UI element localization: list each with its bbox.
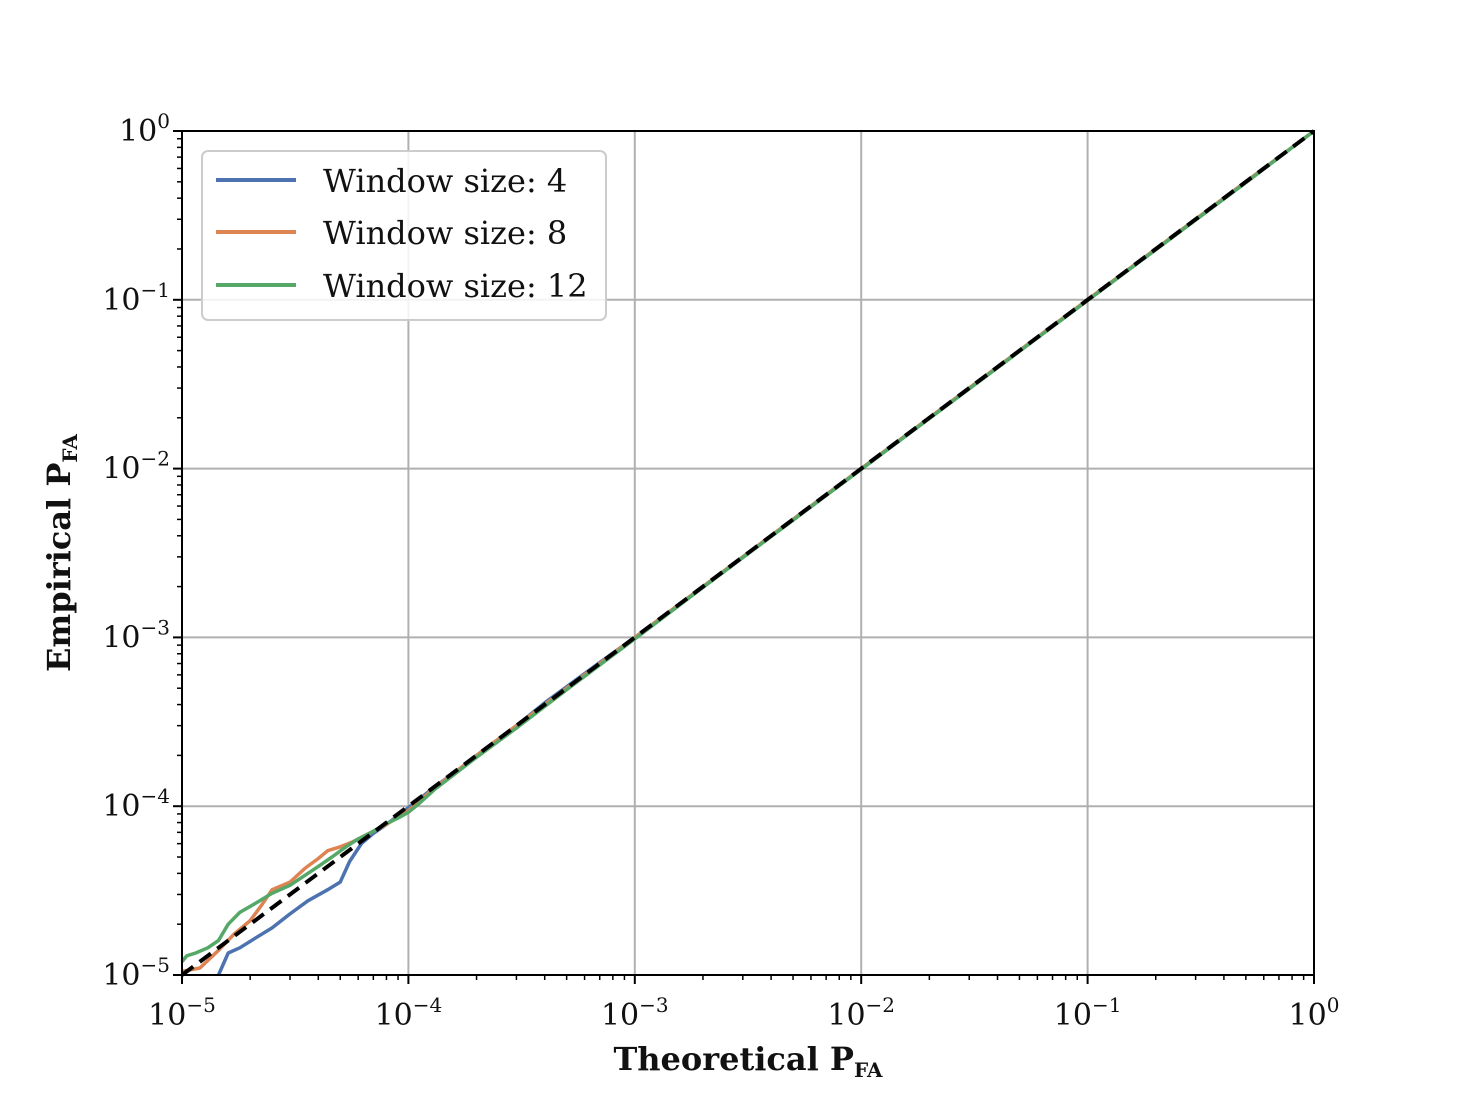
plot-frame (181, 130, 1315, 976)
y-axis-label-main: Empirical P (40, 463, 78, 672)
y-tick-label: 10−5 (102, 953, 170, 993)
y-axis-label: Empirical PFA (40, 434, 82, 672)
x-tick-label: 10−5 (148, 993, 216, 1033)
x-axis-label: Theoretical PFA (613, 1040, 883, 1082)
x-tick-label: 10−3 (601, 993, 669, 1033)
y-tick-labels: 10−5 10−4 10−3 10−2 10−1 100 (102, 109, 170, 993)
x-tick-label: 10−2 (827, 993, 895, 1033)
y-tick-label: 10−3 (102, 615, 170, 655)
major-ticks (173, 130, 1315, 984)
legend: Window size: 4 Window size: 8 Window siz… (201, 150, 607, 321)
x-axis-label-main: Theoretical P (613, 1040, 854, 1078)
grid (181, 130, 1315, 976)
x-tick-labels: 10−5 10−4 10−3 10−2 10−1 100 (148, 993, 1339, 1033)
reference-diagonal-line (180, 129, 1316, 977)
series-group (180, 129, 1316, 977)
x-axis-label-subscript: FA (854, 1058, 883, 1082)
legend-label-window-4: Window size: 4 (323, 162, 567, 200)
y-tick-label: 100 (119, 109, 170, 149)
x-tick-label: 10−1 (1054, 993, 1122, 1033)
y-tick-label: 10−2 (102, 447, 170, 487)
y-tick-label: 10−1 (102, 278, 170, 318)
x-tick-label: 10−4 (375, 993, 443, 1033)
series-line-window-12 (180, 129, 1316, 963)
legend-label-window-12: Window size: 12 (323, 267, 588, 305)
y-axis-label-subscript: FA (58, 434, 82, 463)
x-tick-label: 100 (1289, 993, 1340, 1033)
legend-box (201, 150, 607, 321)
legend-label-window-8: Window size: 8 (323, 214, 567, 252)
y-tick-label: 10−4 (102, 784, 170, 824)
